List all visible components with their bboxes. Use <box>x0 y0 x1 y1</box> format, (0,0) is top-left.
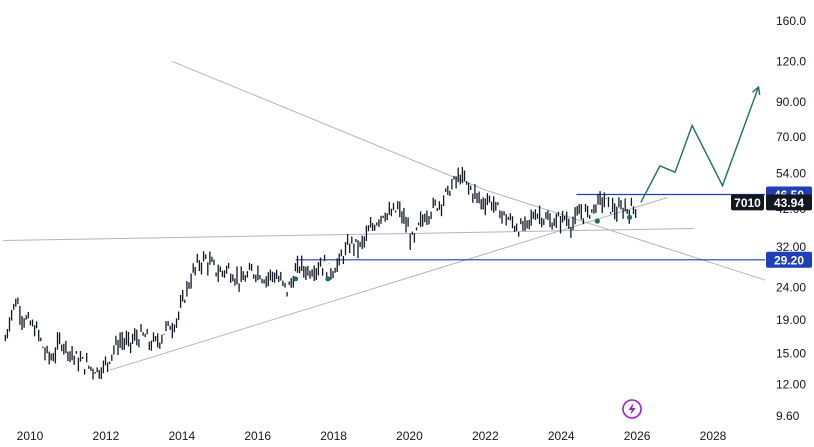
projection-layer <box>640 85 761 203</box>
level-label-background <box>766 251 812 268</box>
last-price-label: 43.94 <box>774 196 804 210</box>
time-tick-label: 2022 <box>472 429 499 443</box>
price-tick-label: 120.0 <box>776 54 806 68</box>
price-tick-label: 12.00 <box>776 378 806 392</box>
symbol-tag[interactable]: 7010 <box>734 196 761 210</box>
level-label: 29.20 <box>774 253 804 267</box>
symbol-tag-background <box>731 194 764 211</box>
price-tick-label: 32.00 <box>776 240 806 254</box>
price-axis-background <box>765 0 814 447</box>
trendline-2[interactable] <box>172 60 486 191</box>
lightning-icon[interactable] <box>622 399 642 419</box>
projection-path[interactable] <box>640 86 760 203</box>
trendline-3[interactable] <box>109 197 668 371</box>
price-tick-label: 15.00 <box>776 346 806 360</box>
price-tick-label: 70.00 <box>776 130 806 144</box>
price-axis[interactable]: 160.0120.090.0070.0054.0042.0032.0024.00… <box>765 0 814 447</box>
time-axis[interactable]: 2010 2012 2014 2016 2018 2020 2022 2024 2026 2028 <box>17 429 727 443</box>
price-layer <box>4 167 637 380</box>
projection-arrowhead <box>752 85 761 96</box>
time-tick-label: 2014 <box>168 429 195 443</box>
pivot-marker-3 <box>594 218 600 224</box>
time-tick-label: 2024 <box>548 429 575 443</box>
last-price-background <box>766 194 812 211</box>
pivot-markers-layer <box>293 214 633 282</box>
price-tick-label: 24.00 <box>776 280 806 294</box>
trendline-1[interactable] <box>3 228 695 241</box>
trendline-4[interactable] <box>485 189 771 283</box>
time-tick-label: 2010 <box>17 429 44 443</box>
pivot-marker-1 <box>293 276 299 282</box>
price-tick-label: 90.00 <box>776 95 806 109</box>
time-tick-label: 2028 <box>700 429 727 443</box>
time-tick-label: 2020 <box>396 429 423 443</box>
price-tick-label: 9.60 <box>776 409 800 423</box>
price-tick-label: 160.0 <box>776 14 806 28</box>
time-tick-label: 2012 <box>93 429 120 443</box>
time-tick-label: 2016 <box>244 429 271 443</box>
lightning-icon-bolt <box>628 403 636 415</box>
price-tick-label: 54.00 <box>776 167 806 181</box>
pivot-marker-2 <box>325 276 331 282</box>
pivot-marker-4 <box>626 214 633 220</box>
time-tick-label: 2026 <box>624 429 651 443</box>
price-tick-label: 19.00 <box>776 313 806 327</box>
time-tick-label: 2018 <box>320 429 347 443</box>
trendlines-layer <box>3 60 771 371</box>
